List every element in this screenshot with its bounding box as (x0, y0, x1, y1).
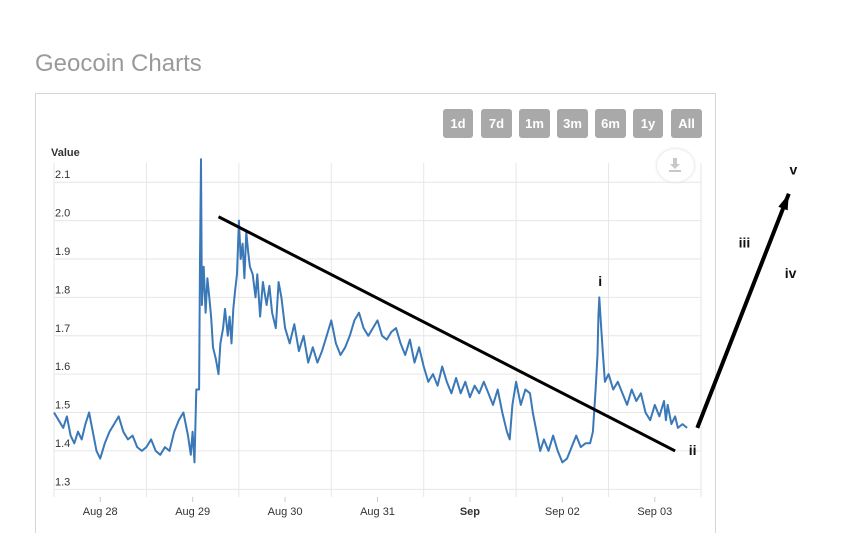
range-button-all[interactable]: All (671, 109, 702, 138)
price-series-line (53, 158, 688, 464)
y-tick-label: 1.8 (55, 284, 70, 296)
y-tick-label: 2.1 (55, 169, 70, 181)
wave-arrow-line (695, 192, 791, 429)
range-button-1y[interactable]: 1y (633, 109, 663, 138)
y-tick-label: 1.6 (55, 361, 70, 373)
y-axis-title: Value (51, 147, 80, 159)
range-button-7d[interactable]: 7d (481, 109, 512, 138)
y-tick-label: 1.9 (55, 246, 70, 258)
y-tick-label: 2.0 (55, 208, 70, 220)
x-tick-label: Aug 28 (83, 506, 118, 518)
page-title: Geocoin Charts (35, 50, 202, 77)
range-button-6m[interactable]: 6m (595, 109, 626, 138)
chart-frame (35, 93, 716, 533)
download-icon (669, 158, 681, 172)
trend-line (217, 215, 676, 453)
wave-label: i (598, 273, 602, 289)
x-tick-label: Aug 31 (360, 506, 395, 518)
x-tick-label: Sep (460, 506, 480, 518)
x-tick-label: Sep 03 (637, 506, 672, 518)
y-tick-label: 1.3 (55, 476, 70, 488)
export-button[interactable] (657, 149, 694, 182)
range-button-1d[interactable]: 1d (443, 109, 473, 138)
y-tick-label: 1.5 (55, 400, 70, 412)
wave-arrow-head (778, 193, 789, 211)
wave-label: ii (689, 442, 697, 458)
range-button-1m[interactable]: 1m (519, 109, 550, 138)
x-tick-label: Aug 29 (175, 506, 210, 518)
wave-label: iii (739, 234, 751, 250)
range-button-3m[interactable]: 3m (557, 109, 588, 138)
x-tick-label: Sep 02 (545, 506, 580, 518)
wave-label: v (790, 162, 798, 178)
y-tick-label: 1.7 (55, 323, 70, 335)
y-tick-label: 1.4 (55, 438, 70, 450)
x-tick-label: Aug 30 (268, 506, 303, 518)
wave-label: iv (785, 265, 797, 281)
